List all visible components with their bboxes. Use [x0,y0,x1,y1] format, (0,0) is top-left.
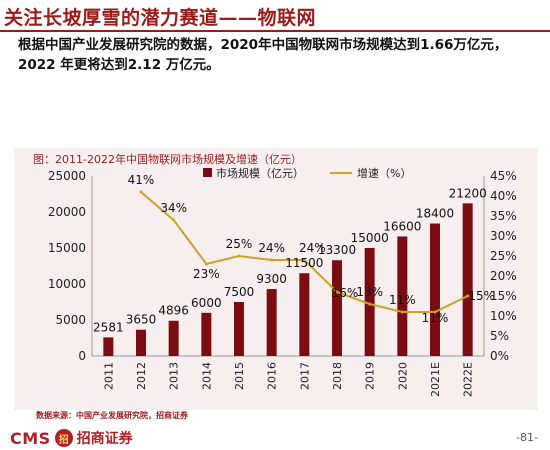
growth-point [237,254,241,258]
x-tick-label: 2011 [102,362,115,390]
chart-background [14,148,538,410]
growth-point [172,218,176,222]
y-right-tick-label: 25% [490,249,517,263]
y-left-tick-label: 5000 [55,313,86,327]
bar-data-label: 2581 [93,320,124,334]
growth-data-label: 24% [258,241,285,255]
y-right-tick-label: 40% [490,189,517,203]
growth-data-label: 41% [128,173,155,187]
bar-data-label: 9300 [256,272,287,286]
growth-point [400,310,404,314]
bar [430,223,440,356]
bar [462,203,473,356]
legend-line-label: 增速（%） [357,166,411,180]
logo-emblem-icon: 招 [54,429,73,447]
growth-point [139,190,143,194]
logo-name: 招商证券 [76,431,133,447]
bar [364,248,375,356]
growth-data-label: 13% [356,285,383,299]
x-tick-label: 2015 [233,362,246,390]
x-tick-label: 2013 [168,362,181,390]
bar [397,236,408,356]
y-right-tick-label: 10% [490,309,517,323]
bar [201,312,212,356]
y-right-tick-label: 30% [490,229,517,243]
title-divider [0,30,550,32]
x-tick-label: 2018 [331,362,344,390]
bar-data-label: 11500 [285,256,323,270]
bar-data-label: 4896 [158,304,189,318]
page-title: 关注长坡厚雪的潜力赛道——物联网 [4,7,317,29]
y-right-tick-label: 5% [490,329,509,343]
growth-point [368,302,372,306]
x-tick-label: 2012 [135,362,148,390]
data-source: 数据来源：中国产业发展研究院，招商证券 [36,410,188,420]
x-tick-label: 2016 [266,362,279,390]
y-right-tick-label: 35% [490,209,517,223]
y-left-tick-label: 20000 [48,205,86,219]
page-number: -81- [516,431,538,444]
bar [103,337,114,356]
bar-data-label: 3650 [126,313,157,327]
growth-data-label: 24% [299,241,326,255]
bar [266,289,277,356]
bar [136,329,146,356]
growth-data-label: 11% [422,311,449,325]
legend-bar-swatch [203,168,212,177]
growth-point [466,294,470,298]
y-left-tick-label: 25000 [48,169,86,183]
logo-brand: CMS [10,428,51,448]
x-tick-label: 2022E [462,362,475,397]
growth-point [204,262,208,266]
growth-data-label: 11% [389,293,416,307]
x-tick-label: 2017 [298,362,311,390]
bar [168,320,179,356]
growth-data-label: 16% [332,286,359,300]
growth-point [433,310,437,314]
growth-data-label: 34% [160,201,187,215]
x-tick-label: 2021E [429,362,442,397]
y-left-tick-label: 10000 [48,277,86,291]
bar [299,273,310,356]
x-tick-label: 2014 [200,362,213,390]
bar [234,302,244,356]
growth-point [335,290,339,294]
y-right-tick-label: 20% [490,269,517,283]
growth-point [302,258,306,262]
growth-data-label: 23% [193,267,220,281]
y-left-tick-label: 15000 [48,241,86,255]
x-tick-label: 2020 [396,362,409,390]
y-right-tick-label: 15% [490,289,517,303]
headline-text: 根据中国产业发展研究院的数据，2020年中国物联网市场规模达到1.66万亿元，2… [18,37,508,73]
bar-data-label: 16600 [383,219,421,233]
logo: CMS 招 招商证券 [10,427,133,449]
growth-data-label: 15% [468,289,495,303]
bar-data-label: 6000 [191,296,222,310]
bar-data-label: 15000 [351,231,389,245]
bar [332,260,342,356]
y-right-tick-label: 45% [490,169,517,183]
chart-title: 图：2011-2022年中国物联网市场规模及增速（亿元） [33,153,302,166]
bar-data-label: 21200 [449,186,487,200]
y-right-tick-label: 0% [490,349,509,363]
legend-bar-label: 市场规模（亿元） [216,166,304,180]
bar-data-label: 13300 [318,243,356,257]
growth-data-label: 25% [226,237,253,251]
bar-data-label: 7500 [224,285,255,299]
x-tick-label: 2019 [364,362,377,390]
bar-data-label: 18400 [416,207,454,221]
y-left-tick-label: 0 [78,349,86,363]
growth-point [270,258,274,262]
